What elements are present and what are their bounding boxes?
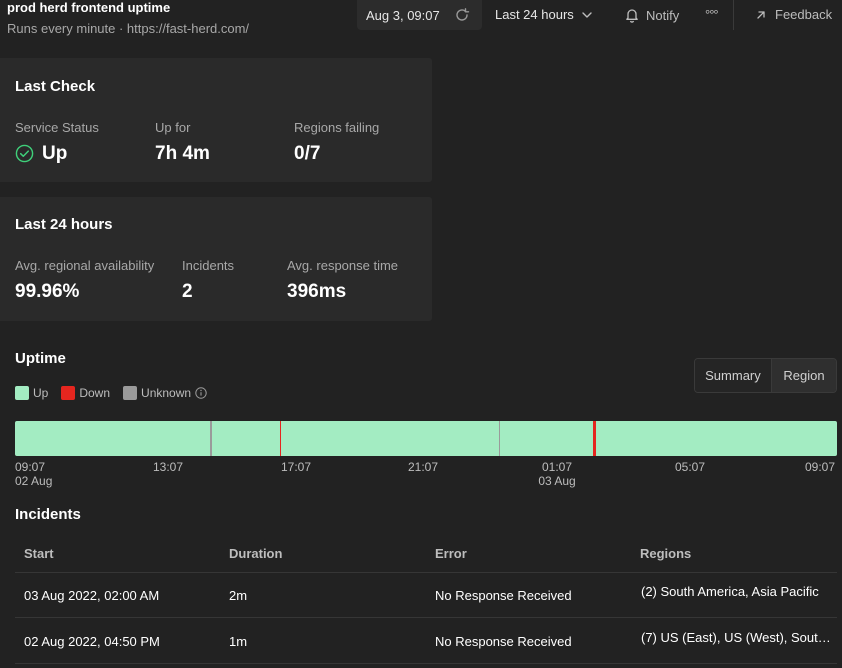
feedback-button[interactable]: Feedback [755,7,832,22]
axis-date: 03 Aug [538,474,576,488]
uptime-title: Uptime [15,350,66,367]
axis-label: 13:07 [153,460,183,474]
incidents-title: Incidents [15,506,81,523]
legend-unknown[interactable]: Unknown [123,386,207,400]
notify-button[interactable]: Notify [624,7,679,23]
column-regions[interactable]: Regions [640,546,692,561]
axis-label: 21:07 [408,460,438,474]
legend-swatch-down [61,386,76,400]
time-range-label: Last 24 hours [495,7,574,22]
incident-regions: (7) US (East), US (West), South America [641,630,831,645]
notify-label: Notify [646,7,680,23]
column-duration[interactable]: Duration [229,546,283,561]
regions-failing-value: 0/7 [294,143,321,164]
incident-error: No Response Received [435,634,572,649]
legend-swatch-up [15,386,29,400]
uptime-legend: Up Down Unknown [15,386,220,400]
info-icon[interactable] [195,387,207,399]
response-time-label: Avg. response time [287,258,399,273]
legend-down[interactable]: Down [61,386,110,400]
legend-label-unknown: Unknown [141,386,192,400]
axis-time: 17:07 [281,460,312,474]
more-options-button[interactable]: °°° [705,7,719,22]
axis-time: 09:07 [805,460,836,474]
service-status-value: Up [42,143,68,164]
unknown-marker[interactable] [210,421,212,456]
column-error[interactable]: Error [435,546,467,561]
date-label: Aug 3, 09:07 [366,7,440,23]
view-toggle: Summary Region [694,358,837,393]
incident-duration: 1m [229,634,248,649]
down-marker[interactable] [593,421,596,456]
axis-label: 17:07 [281,460,311,474]
service-status-label: Service Status [15,120,99,135]
legend-up[interactable]: Up [15,386,48,400]
regions-failing-label: Regions failing [294,120,380,135]
availability-value: 99.96% [15,281,80,302]
page-subtitle: Runs every minute · https://fast-herd.co… [7,21,250,36]
last-24-hours-title: Last 24 hours [15,216,113,233]
axis-label: 09:07 [805,460,835,474]
availability-label: Avg. regional availability [15,258,155,273]
incident-error: No Response Received [435,588,572,603]
incident-regions: (2) South America, Asia Pacific [641,584,819,599]
axis-time: 21:07 [408,460,439,474]
region-view-button[interactable]: Region [771,359,836,392]
legend-label-up: Up [33,386,49,400]
chevron-down-icon [582,11,592,18]
incident-start: 03 Aug 2022, 02:00 AM [24,588,160,603]
incidents-count-value: 2 [182,281,193,302]
axis-time: 05:07 [675,460,706,474]
table-row[interactable]: 03 Aug 2022, 02:00 AM 2m No Response Rec… [15,573,837,618]
up-for-label: Up for [155,120,191,135]
uptime-timeline-bar[interactable] [15,421,837,456]
axis-time: 01:07 [541,460,573,474]
table-row[interactable]: 02 Aug 2022, 04:50 PM 1m No Response Rec… [15,619,837,664]
last-24-hours-card: Last 24 hours Avg. regional availability… [0,197,432,321]
last-check-card: Last Check Service Status Up Up for 7h 4… [0,58,432,182]
legend-label-down: Down [79,386,111,400]
last-check-title: Last Check [15,78,96,95]
summary-view-button[interactable]: Summary [695,359,772,392]
toolbar-divider [733,0,734,30]
arrow-up-right-icon [757,10,765,19]
down-marker[interactable] [280,421,281,456]
legend-swatch-unknown [123,386,138,400]
axis-date: 02 Aug [15,474,53,488]
check-circle-icon [15,144,34,163]
axis-time: 13:07 [153,460,184,474]
unknown-marker[interactable] [499,421,500,456]
incident-start: 02 Aug 2022, 04:50 PM [24,634,160,649]
incidents-count-label: Incidents [182,258,235,273]
axis-label: 01:07 03 Aug [536,460,578,488]
time-range-select[interactable]: Last 24 hours [495,7,594,22]
date-picker-button[interactable]: Aug 3, 09:07 [357,0,482,30]
feedback-label: Feedback [775,7,833,22]
axis-label: 05:07 [675,460,705,474]
incidents-table-header: Start Duration Error Regions [15,535,837,573]
up-for-value: 7h 4m [155,143,210,164]
axis-time: 09:07 [15,460,46,474]
column-start[interactable]: Start [24,546,54,561]
incident-duration: 2m [229,588,248,603]
bell-icon [626,9,638,23]
response-time-value: 396ms [287,281,347,302]
page-title: prod herd frontend uptime [7,0,171,15]
refresh-icon[interactable] [454,7,470,23]
axis-label: 09:07 02 Aug [15,460,52,488]
